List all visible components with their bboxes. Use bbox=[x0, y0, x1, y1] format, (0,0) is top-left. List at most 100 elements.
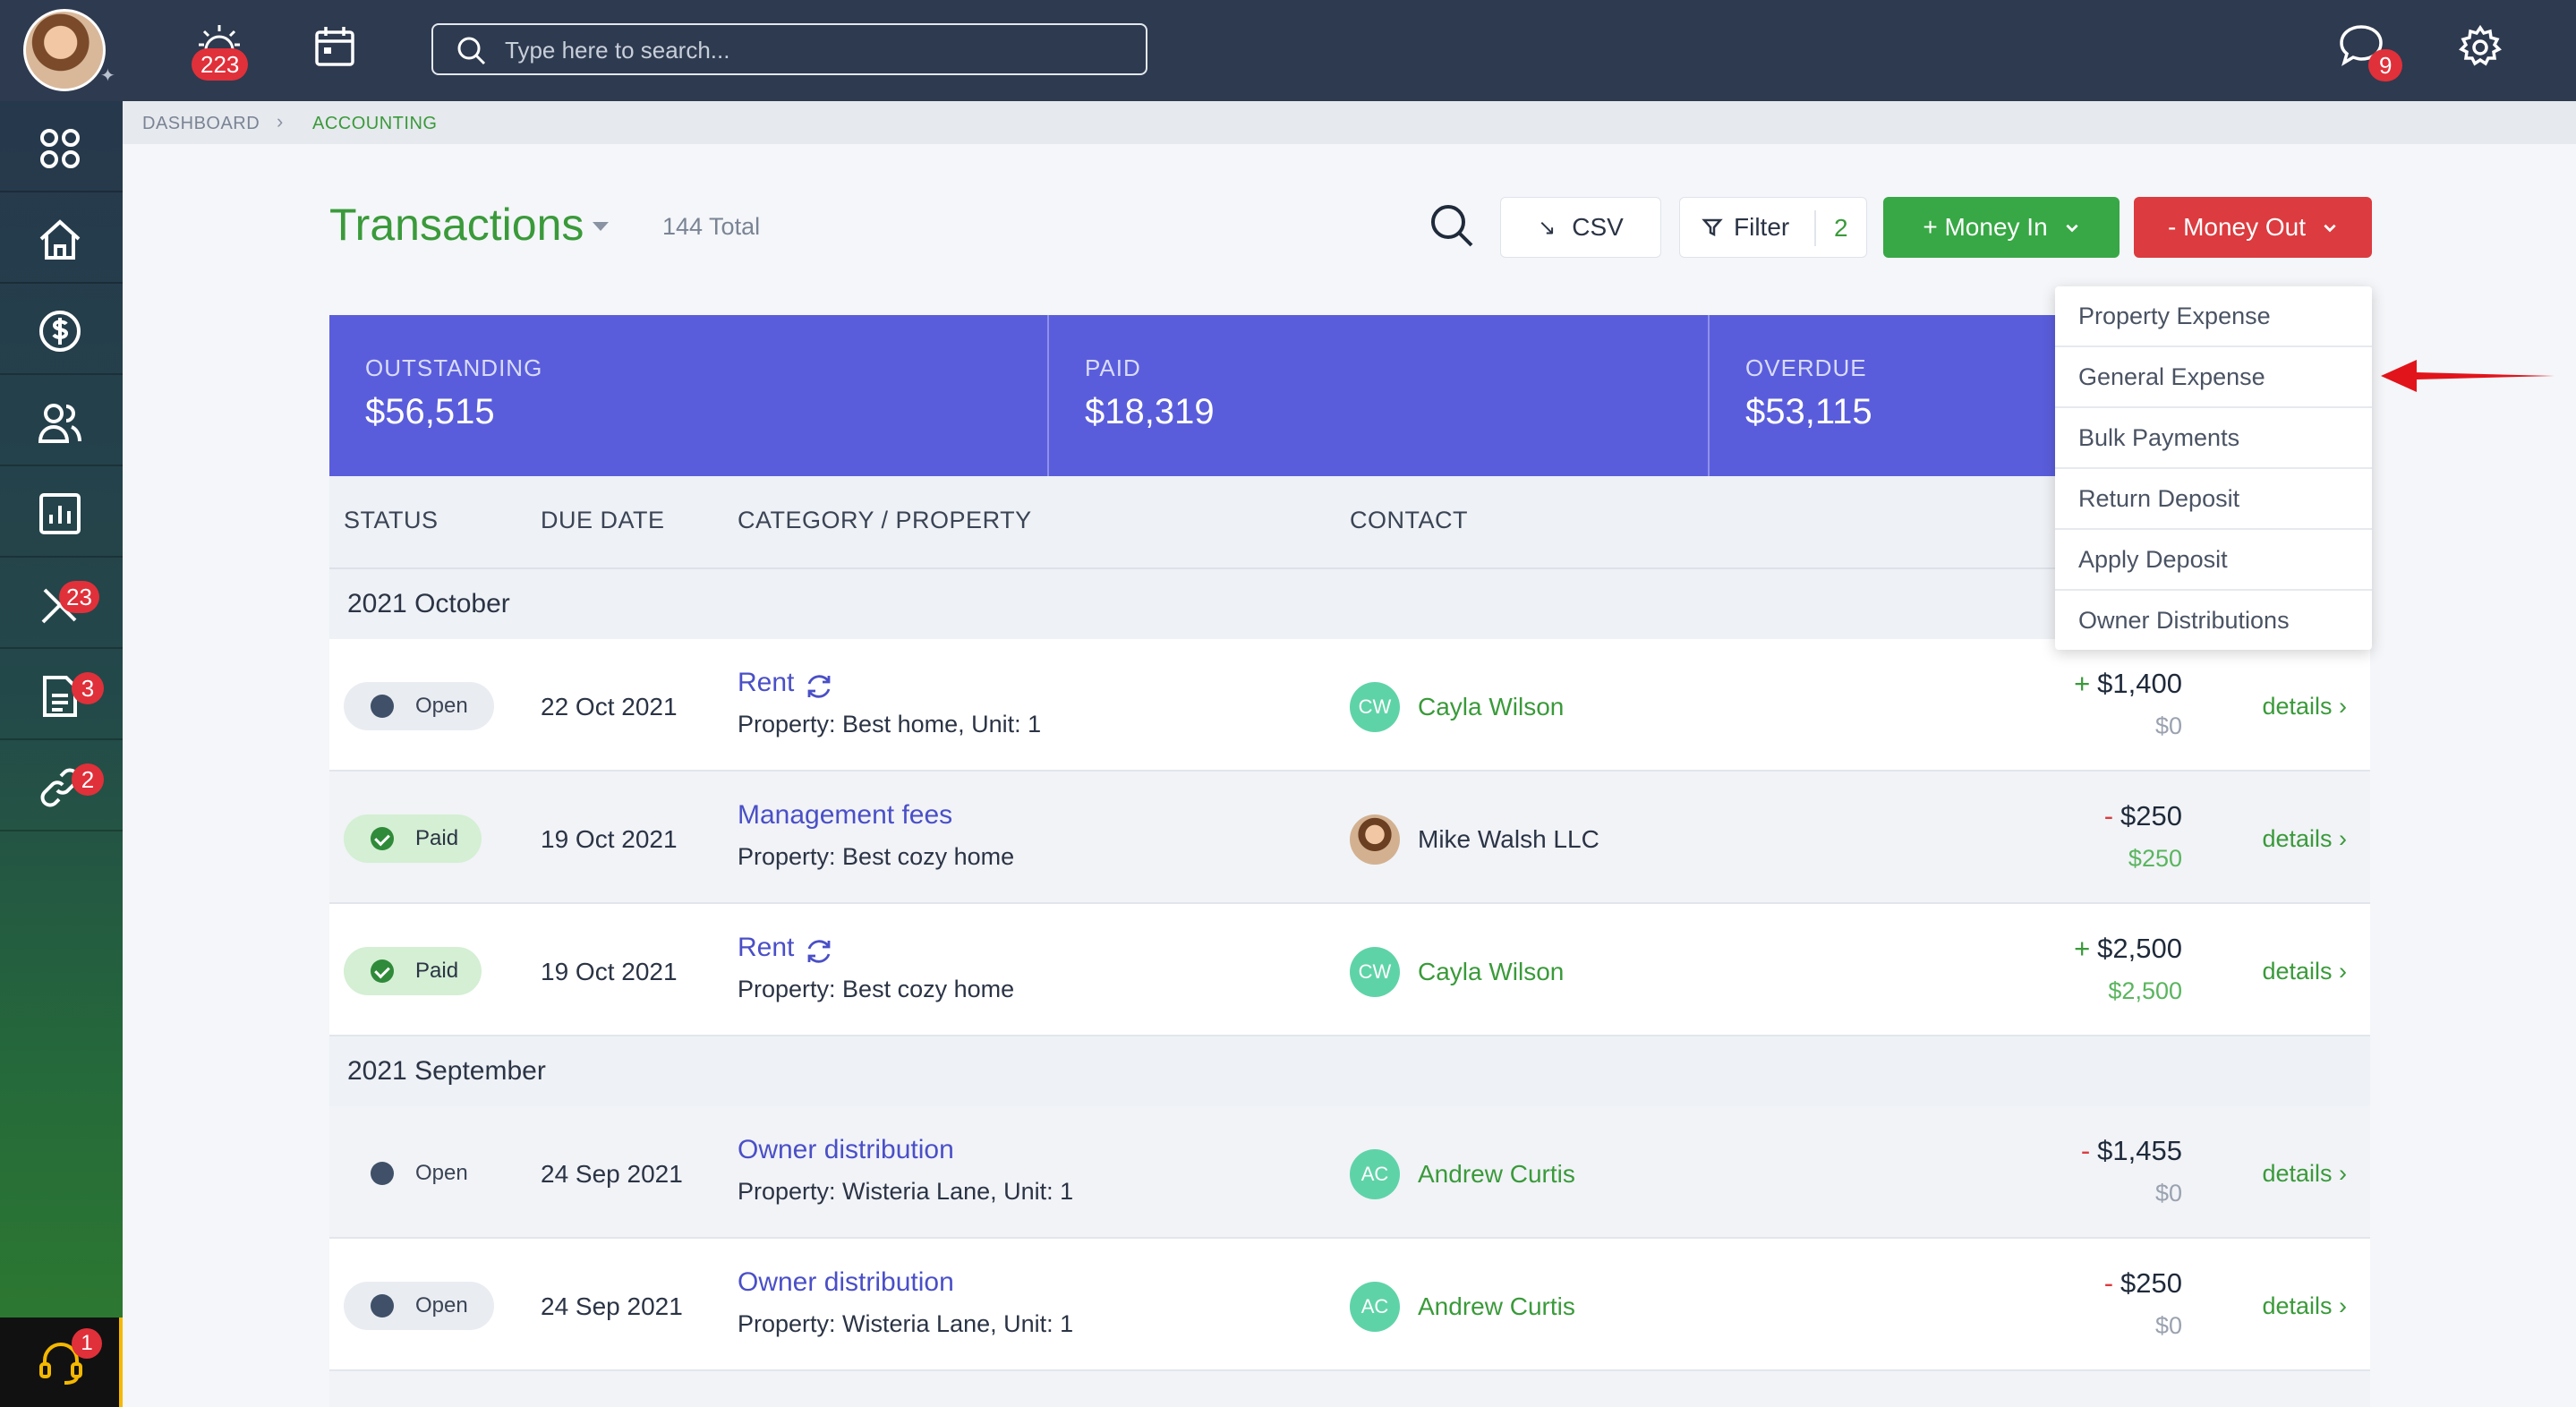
chevron-down-icon bbox=[2066, 224, 2078, 233]
sidebar: 23 3 2 bbox=[0, 101, 123, 1407]
category-link[interactable]: Rent bbox=[738, 933, 795, 962]
gear-icon[interactable] bbox=[2458, 25, 2503, 70]
breadcrumb-dashboard[interactable]: DASHBOARD bbox=[142, 114, 260, 133]
property-text: Property: Best cozy home bbox=[738, 976, 1015, 1002]
amount-value: $2,500 bbox=[2097, 933, 2182, 964]
due-date: 19 Oct 2021 bbox=[541, 958, 678, 985]
table-row[interactable]: Paid 19 Oct 2021 Management fees Propert… bbox=[329, 772, 2370, 904]
amount: - $250 bbox=[2104, 1267, 2182, 1300]
menu-item-general-expense[interactable]: General Expense bbox=[2055, 347, 2372, 408]
sidebar-item-maintenance[interactable]: 23 bbox=[0, 558, 123, 649]
table-row[interactable]: Paid 19 Oct 2021 Rent Property: Best coz… bbox=[329, 904, 2370, 1036]
menu-item-apply-deposit[interactable]: Apply Deposit bbox=[2055, 530, 2372, 591]
summary-overdue[interactable]: OVERDUE $53,115 bbox=[1710, 315, 2370, 476]
money-in-button[interactable]: + Money In bbox=[1883, 197, 2120, 258]
contact-avatar bbox=[1350, 814, 1400, 865]
group-label: 2021 October bbox=[347, 589, 510, 618]
amount: + $2,500 bbox=[2074, 933, 2182, 965]
menu-item-owner-distributions[interactable]: Owner Distributions bbox=[2078, 607, 2290, 634]
documents-badge: 3 bbox=[72, 672, 104, 704]
column-contact[interactable]: CONTACT bbox=[1350, 507, 1468, 533]
page-title[interactable]: Transactions bbox=[329, 200, 584, 250]
grid-icon bbox=[40, 129, 80, 168]
table-row[interactable]: Open 22 Oct 2021 Rent Property: Best hom… bbox=[329, 639, 2370, 772]
status-badge: Open bbox=[344, 1282, 494, 1330]
sidebar-item-reports[interactable] bbox=[0, 466, 123, 558]
home-icon bbox=[39, 219, 81, 260]
money-out-button[interactable]: - Money Out bbox=[2134, 197, 2372, 258]
funnel-icon bbox=[1702, 218, 1723, 237]
group-label: 2021 September bbox=[347, 1056, 546, 1086]
column-category[interactable]: CATEGORY / PROPERTY bbox=[738, 507, 1032, 533]
table-row[interactable]: Open 24 Sep 2021 Owner distribution Prop… bbox=[329, 1106, 2370, 1239]
summary-label: OVERDUE bbox=[1745, 354, 1867, 381]
sidebar-item-documents[interactable]: 3 bbox=[0, 649, 123, 740]
category-link[interactable]: Owner distribution bbox=[738, 1267, 954, 1297]
contact-link[interactable]: Cayla Wilson bbox=[1418, 693, 1565, 721]
summary-cards: OUTSTANDING $56,515 PAID $18,319 OVERDUE… bbox=[329, 315, 2370, 476]
paid-amount: $0 bbox=[2154, 1180, 2182, 1207]
chevron-down-icon bbox=[2324, 224, 2336, 233]
money-in-label: + Money In bbox=[1923, 213, 2048, 241]
sidebar-item-people[interactable] bbox=[0, 375, 123, 466]
contact-avatar: CW bbox=[1350, 682, 1400, 732]
category-link[interactable]: Owner distribution bbox=[738, 1135, 954, 1164]
details-link[interactable]: details › bbox=[2262, 1292, 2347, 1319]
sun-notifications-icon[interactable] bbox=[197, 23, 242, 59]
filter-button[interactable]: Filter 2 bbox=[1679, 197, 1867, 258]
contact-link[interactable]: Andrew Curtis bbox=[1418, 1160, 1575, 1188]
sidebar-item-links[interactable]: 2 bbox=[0, 740, 123, 831]
title-dropdown-icon[interactable] bbox=[593, 222, 609, 231]
csv-label: CSV bbox=[1572, 213, 1624, 241]
category-link[interactable]: Rent bbox=[738, 668, 795, 697]
global-search[interactable] bbox=[431, 23, 1147, 75]
contact-name: Mike Walsh LLC bbox=[1418, 825, 1599, 853]
contact-avatar: CW bbox=[1350, 947, 1400, 997]
dollar-icon bbox=[39, 311, 81, 352]
contact-link[interactable]: Cayla Wilson bbox=[1418, 958, 1565, 985]
property-text: Property: Best home, Unit: 1 bbox=[738, 711, 1042, 738]
support-button[interactable]: 1 bbox=[0, 1317, 123, 1407]
details-link[interactable]: details › bbox=[2262, 958, 2347, 985]
summary-value: $56,515 bbox=[365, 392, 495, 431]
users-icon bbox=[38, 404, 81, 443]
search-input[interactable] bbox=[505, 34, 1113, 66]
summary-paid[interactable]: PAID $18,319 bbox=[1049, 315, 1708, 476]
menu-item-return-deposit[interactable]: Return Deposit bbox=[2055, 469, 2372, 530]
support-badge: 1 bbox=[72, 1328, 102, 1359]
check-icon bbox=[371, 827, 394, 850]
table-row[interactable] bbox=[329, 1371, 2370, 1407]
amount-value: $1,400 bbox=[2097, 668, 2182, 699]
category-link[interactable]: Management fees bbox=[738, 800, 953, 830]
user-avatar[interactable] bbox=[23, 9, 106, 91]
calendar-icon[interactable] bbox=[313, 25, 356, 68]
contact-link[interactable]: Andrew Curtis bbox=[1418, 1292, 1575, 1320]
details-link[interactable]: details › bbox=[2262, 693, 2347, 720]
sidebar-item-apps[interactable] bbox=[0, 101, 123, 192]
column-status[interactable]: STATUS bbox=[344, 507, 439, 533]
menu-item-property-expense[interactable]: Property Expense bbox=[2055, 286, 2372, 347]
sidebar-item-home[interactable] bbox=[0, 192, 123, 284]
status-text: Open bbox=[415, 694, 468, 718]
group-header: 2021 October bbox=[329, 569, 2370, 639]
amount-value: $1,455 bbox=[2097, 1135, 2182, 1166]
sidebar-item-accounting[interactable] bbox=[0, 284, 123, 375]
amount-sign: + bbox=[2074, 668, 2091, 699]
summary-outstanding[interactable]: OUTSTANDING $56,515 bbox=[329, 315, 1047, 476]
search-icon[interactable] bbox=[1429, 202, 1475, 249]
table-row[interactable]: Open 24 Sep 2021 Owner distribution Prop… bbox=[329, 1239, 2370, 1371]
column-due-date[interactable]: DUE DATE bbox=[541, 507, 665, 533]
arrow-down-right-icon: ↘ bbox=[1538, 215, 1557, 240]
due-date: 24 Sep 2021 bbox=[541, 1160, 683, 1188]
menu-item-bulk-payments[interactable]: Bulk Payments bbox=[2055, 408, 2372, 469]
messages-badge: 9 bbox=[2368, 49, 2403, 81]
details-link[interactable]: details › bbox=[2262, 825, 2347, 852]
details-link[interactable]: details › bbox=[2262, 1160, 2347, 1187]
summary-label: PAID bbox=[1085, 354, 1141, 381]
contact-avatar: AC bbox=[1350, 1149, 1400, 1199]
paid-amount: $250 bbox=[2128, 845, 2182, 872]
chat-icon[interactable] bbox=[2338, 23, 2384, 70]
summary-divider bbox=[1047, 315, 1049, 476]
csv-export-button[interactable]: ↘ CSV bbox=[1500, 197, 1661, 258]
status-dot-icon bbox=[371, 1162, 394, 1185]
